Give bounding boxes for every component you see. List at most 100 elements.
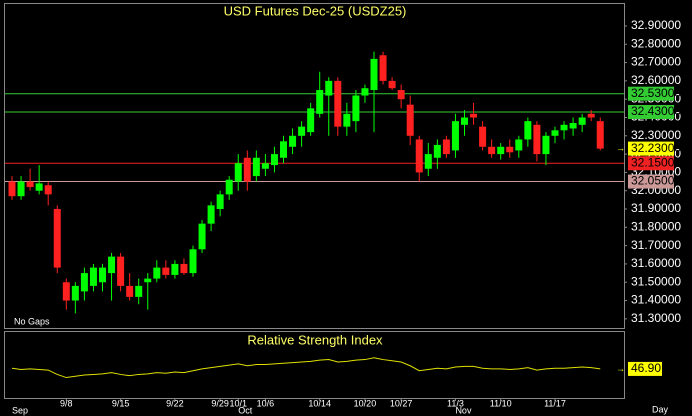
rsi-title: Relative Strength Index bbox=[247, 332, 383, 347]
x-tick-label: 9/29 bbox=[211, 398, 229, 408]
candle-body bbox=[117, 256, 125, 286]
y-tick-label: 32.80000 bbox=[631, 36, 681, 50]
candle-body bbox=[569, 122, 577, 129]
rsi-line bbox=[11, 357, 601, 379]
candle-body bbox=[379, 55, 387, 81]
y-tick-label: 31.40000 bbox=[631, 293, 681, 307]
month-label: Oct bbox=[238, 405, 253, 415]
level-label-box bbox=[628, 105, 674, 119]
candle-body bbox=[252, 157, 260, 177]
candle-body bbox=[207, 205, 215, 224]
candle-body bbox=[26, 181, 34, 188]
candle-body bbox=[89, 267, 97, 286]
y-tick-label: 31.50000 bbox=[631, 274, 681, 288]
x-tick-label: 11/3 bbox=[447, 398, 464, 408]
candle-body bbox=[596, 121, 604, 149]
x-tick-label: 10/27 bbox=[390, 398, 413, 408]
candle-body bbox=[388, 80, 396, 89]
last-value-label: 46.90 bbox=[631, 361, 661, 375]
x-tick-label: 9/8 bbox=[60, 398, 73, 408]
x-unit: Day bbox=[652, 404, 669, 414]
y-tick-label: 32.90000 bbox=[631, 18, 681, 32]
candle-body bbox=[343, 113, 351, 127]
month-label: Sep bbox=[12, 405, 28, 415]
candle-body bbox=[180, 263, 188, 274]
level-label-box bbox=[628, 86, 674, 101]
y-tick-label: 31.90000 bbox=[631, 201, 681, 215]
candle-body bbox=[298, 126, 306, 136]
candle-body bbox=[461, 117, 468, 125]
last-price-label: 32.23000 bbox=[631, 141, 681, 155]
last-price-arrow: → bbox=[616, 143, 625, 153]
candle-body bbox=[397, 90, 405, 100]
candle-body bbox=[108, 256, 116, 274]
x-tick-label: 9/15 bbox=[112, 398, 130, 408]
price-panel bbox=[4, 3, 625, 329]
candle-body bbox=[361, 88, 369, 96]
y-tick-label: 31.30000 bbox=[631, 311, 681, 325]
candle-body bbox=[234, 163, 242, 182]
candle-body bbox=[189, 249, 197, 274]
x-tick-label: 10/14 bbox=[308, 398, 331, 408]
candle-body bbox=[587, 113, 595, 118]
candle-body bbox=[560, 124, 568, 131]
candle-body bbox=[261, 163, 269, 169]
y-tick-label: 31.70000 bbox=[631, 238, 681, 252]
level-label-box bbox=[628, 156, 674, 171]
candle-body bbox=[162, 267, 170, 275]
candle-body bbox=[578, 117, 586, 125]
candle-body bbox=[325, 80, 333, 96]
candle-body bbox=[216, 194, 224, 210]
level-label-box bbox=[628, 174, 674, 189]
last-price-box bbox=[628, 141, 674, 156]
candle-body bbox=[424, 154, 432, 169]
y-tick-label: 31.60000 bbox=[631, 256, 681, 270]
chart-title: USD Futures Dec-25 (USDZ25) bbox=[224, 3, 407, 18]
x-tick-label: 10/1 bbox=[229, 398, 247, 408]
x-tick-label: 11/17 bbox=[544, 398, 566, 408]
candle-body bbox=[470, 113, 478, 118]
candle-body bbox=[479, 126, 487, 147]
candle-body bbox=[497, 146, 505, 155]
candle-body bbox=[198, 223, 206, 250]
candle-body bbox=[270, 154, 278, 166]
candle-body bbox=[524, 121, 532, 140]
candle-body bbox=[62, 282, 70, 301]
candle-body bbox=[153, 267, 161, 279]
candle-body bbox=[542, 135, 550, 155]
x-tick-label: 10/6 bbox=[257, 398, 275, 408]
level-label: 32.05000 bbox=[631, 174, 681, 188]
candle-body bbox=[515, 139, 523, 151]
candle-body bbox=[35, 183, 43, 191]
candle-body bbox=[289, 135, 297, 147]
candle-body bbox=[442, 139, 450, 155]
candle-body bbox=[280, 141, 287, 158]
candle-body bbox=[533, 124, 541, 155]
candle-body bbox=[53, 209, 61, 268]
rsi-panel bbox=[4, 331, 625, 399]
candle-body bbox=[307, 108, 315, 133]
candle-body bbox=[451, 121, 459, 151]
candle-body bbox=[8, 181, 16, 197]
candle-body bbox=[80, 273, 88, 292]
y-tick-label: 32.60000 bbox=[631, 73, 681, 87]
candle-body bbox=[17, 181, 25, 197]
candle-body bbox=[415, 139, 423, 173]
candle-body bbox=[352, 95, 360, 122]
candle-body bbox=[71, 285, 79, 301]
last-value-arrow: → bbox=[616, 363, 625, 373]
candle-body bbox=[488, 146, 496, 155]
level-label: 32.15000 bbox=[631, 155, 681, 169]
candle-body bbox=[243, 157, 251, 182]
candle-body bbox=[171, 263, 179, 275]
candle-body bbox=[406, 104, 414, 136]
y-tick-label: 31.80000 bbox=[631, 219, 681, 233]
candle-body bbox=[334, 80, 342, 127]
x-tick-label: 10/20 bbox=[354, 398, 377, 408]
level-label: 32.43000 bbox=[631, 104, 681, 118]
candle-body bbox=[316, 90, 324, 114]
month-label: Nov bbox=[455, 405, 472, 415]
candle-body bbox=[126, 285, 134, 297]
y-tick-label: 32.70000 bbox=[631, 55, 681, 69]
